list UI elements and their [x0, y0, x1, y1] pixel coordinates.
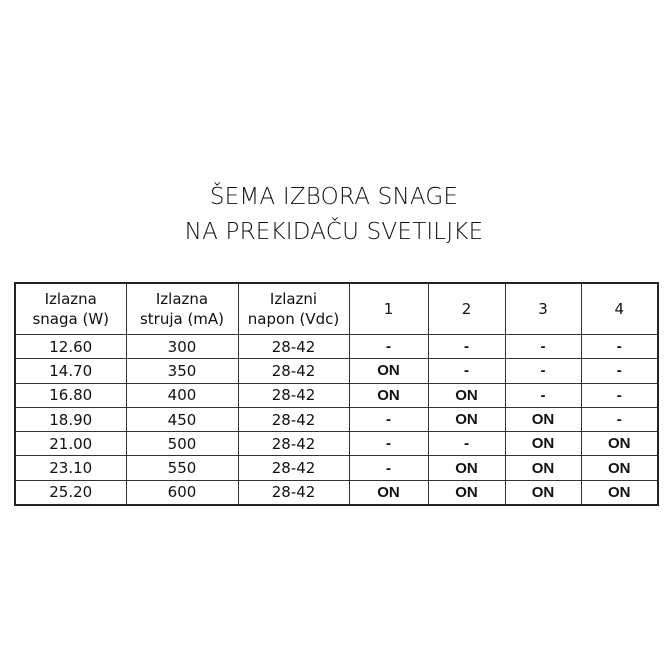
cell-switch-1: -	[348, 333, 429, 360]
cell-output-voltage: 28-42	[237, 406, 350, 433]
cell-output-current: 450	[125, 406, 239, 433]
cell-switch-2: ON	[427, 406, 506, 433]
cell-switch-4: -	[580, 406, 659, 433]
header-text: 2	[461, 300, 472, 318]
cell-output-power: 14.70	[14, 358, 127, 384]
cell-output-current: 500	[125, 431, 239, 457]
header-switch-1: 1	[348, 282, 429, 335]
cell-switch-3: ON	[504, 479, 582, 506]
cell-output-current: 350	[125, 358, 239, 384]
cell-output-voltage: 28-42	[237, 479, 350, 506]
title-line-1: ŠEMA IZBORA SNAGE	[209, 184, 459, 210]
table-row: 16.80 400 28-42 ON ON - -	[14, 382, 659, 408]
power-selection-table: Izlazna snaga (W) Izlazna struja (mA) Izlazn…	[14, 282, 659, 507]
cell-output-voltage: 28-42	[237, 431, 350, 457]
cell-switch-4: ON	[580, 455, 659, 481]
header-text: 3	[538, 300, 548, 318]
header-output-voltage: Izlazni napon (Vdc)	[237, 282, 350, 335]
header-text: Izlazna	[155, 290, 209, 308]
table-row: 23.10 550 28-42- ON ON ON	[14, 455, 659, 481]
cell-switch-4: -	[580, 358, 659, 384]
cell-switch-2: ON	[427, 455, 506, 481]
cell-switch-1: -	[348, 455, 429, 481]
title-line-2: NA PREKIDAČU SVETILJKE	[184, 219, 484, 245]
cell-output-current: 400	[125, 382, 239, 408]
cell-output-voltage: 28-42	[237, 382, 350, 408]
cell-output-current: 600	[125, 479, 239, 506]
cell-switch-2: ON	[427, 382, 506, 408]
cell-switch-2: -	[427, 333, 506, 360]
table-row: 25.20 600 28-42 ON ON ON ON	[14, 479, 659, 506]
header-text: snaga (W)	[32, 310, 110, 328]
cell-output-voltage: 28-42	[237, 333, 350, 360]
cell-output-current: 300	[125, 333, 239, 360]
cell-switch-3: ON	[504, 406, 582, 433]
cell-switch-2: ON	[427, 479, 506, 506]
cell-switch-3: -	[504, 358, 582, 384]
header-output-current: Izlazna struja (mA)	[125, 282, 239, 335]
cell-switch-4: -	[580, 382, 659, 408]
cell-output-voltage: 28-42	[237, 455, 350, 481]
header-text: struja (mA)	[139, 310, 225, 328]
cell-switch-4: -	[580, 333, 659, 360]
cell-switch-1: ON	[348, 382, 429, 408]
table-row: 12.60 300 28-42- - - -	[14, 333, 659, 360]
header-text: Izlazna	[44, 290, 97, 308]
cell-switch-3: ON	[504, 455, 582, 481]
header-switch-4: 4	[580, 282, 659, 335]
cell-output-current: 550	[125, 455, 239, 481]
cell-switch-3: ON	[504, 431, 582, 457]
header-output-power: Izlazna snaga (W)	[14, 282, 127, 335]
cell-switch-4: ON	[580, 431, 659, 457]
table-row: 21.00 500 28-42- - ON ON	[14, 431, 659, 457]
cell-switch-1: ON	[348, 358, 429, 384]
header-text: 1	[383, 300, 394, 318]
header-switch-2: 2	[427, 282, 506, 335]
header-text: Izlazni	[269, 290, 318, 308]
cell-switch-1: -	[348, 406, 429, 433]
header-text: napon (Vdc)	[247, 310, 340, 328]
table-row: 18.90 450 28-42- ON ON -	[14, 406, 659, 433]
cell-output-power: 18.90	[14, 406, 127, 433]
cell-switch-2: -	[427, 358, 506, 384]
header-switch-3: 3	[504, 282, 582, 335]
cell-switch-3: -	[504, 382, 582, 408]
cell-output-voltage: 28-42	[237, 358, 350, 384]
table-row: 14.70 350 28-42 ON - - -	[14, 358, 659, 384]
cell-output-power: 21.00	[14, 431, 127, 457]
cell-output-power: 23.10	[14, 455, 127, 481]
cell-output-power: 25.20	[14, 479, 127, 506]
header-text: 4	[614, 300, 625, 318]
header-row: Izlazna snaga (W) Izlazna struja (mA) Izlazn…	[14, 282, 659, 335]
cell-switch-3: -	[504, 333, 582, 360]
cell-switch-1: -	[348, 431, 429, 457]
cell-output-power: 12.60	[14, 333, 127, 360]
cell-switch-1: ON	[348, 479, 429, 506]
cell-output-power: 16.80	[14, 382, 127, 408]
cell-switch-4: ON	[580, 479, 659, 506]
cell-switch-2: -	[427, 431, 506, 457]
